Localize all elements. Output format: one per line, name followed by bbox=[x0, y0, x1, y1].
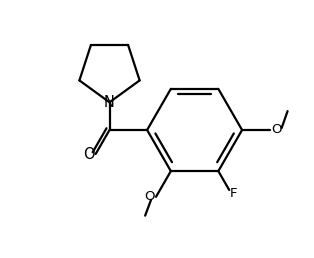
Text: O: O bbox=[144, 190, 154, 203]
Text: N: N bbox=[104, 95, 115, 110]
Text: F: F bbox=[230, 187, 237, 200]
Text: O: O bbox=[83, 148, 95, 163]
Text: O: O bbox=[271, 124, 282, 136]
